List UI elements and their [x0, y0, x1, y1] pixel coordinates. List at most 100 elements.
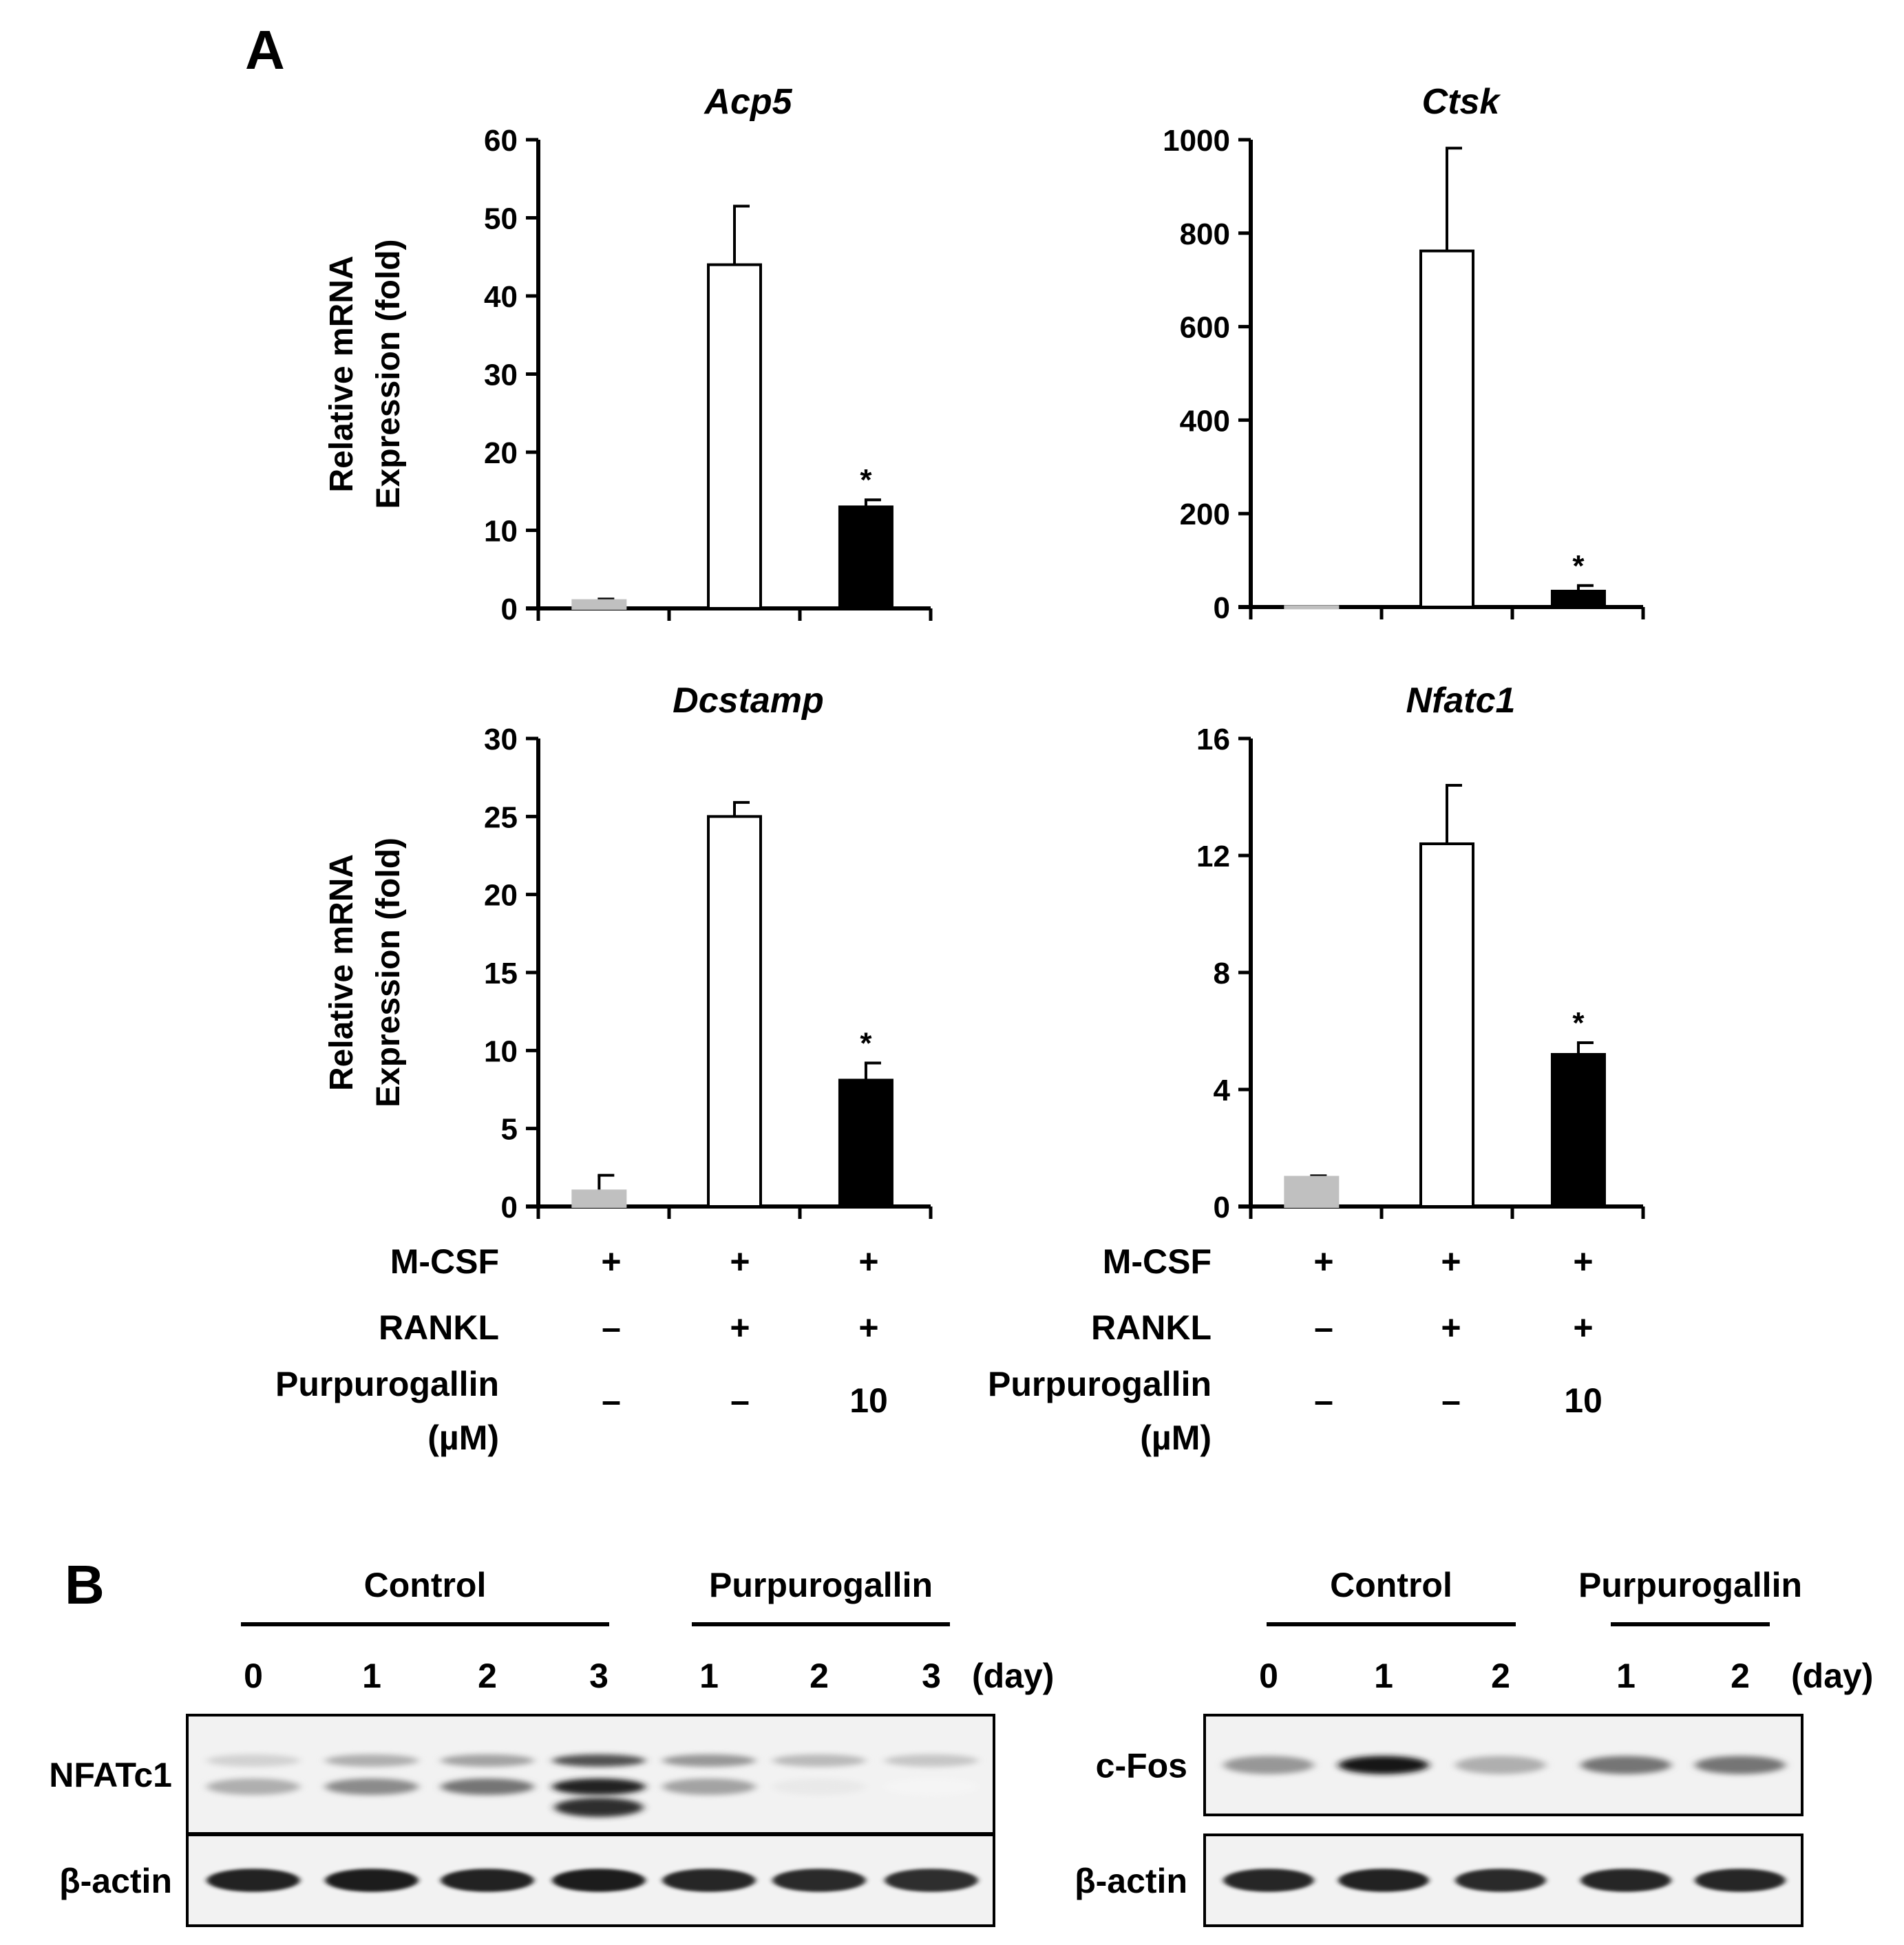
group-label: Purpurogallin: [709, 1566, 933, 1604]
condition-unit: (µM): [1140, 1418, 1212, 1457]
condition-table-1: M-CSF + + + RANKL – + + Purpurogallin (µM) – – 10: [275, 1242, 888, 1457]
chart-title: Acp5: [703, 82, 792, 122]
band: [325, 1869, 419, 1892]
y-tick-label: 15: [484, 957, 518, 990]
band: [885, 1869, 978, 1892]
bar: [1284, 605, 1340, 610]
lane-label: 0: [1259, 1657, 1278, 1695]
y-tick-label: 10: [484, 515, 518, 549]
western-blots: Control Purpurogallin 0 1 2 3 1 2 3 (day) NFATc1 β-…: [49, 1566, 1873, 1927]
lane-label: 1: [1374, 1657, 1393, 1695]
y-tick-label: 10: [484, 1034, 518, 1068]
bar: [1419, 842, 1474, 1208]
y-tick-label: 12: [1196, 840, 1230, 873]
condition-value: +: [601, 1242, 621, 1281]
band: [1455, 1869, 1546, 1892]
condition-table-2: M-CSF + + + RANKL – + + Purpurogallin (µM) – – 10: [988, 1242, 1602, 1457]
lane-label: 2: [810, 1657, 829, 1695]
y-tick-label: 5: [501, 1113, 518, 1147]
chart-3: Dcstamp Relative mRNA Expression (fold) 0 5 1…: [324, 681, 933, 1224]
y-tick-label: 30: [484, 359, 518, 392]
band: [1580, 1756, 1671, 1774]
condition-value: 10: [1564, 1381, 1602, 1420]
band: [662, 1778, 756, 1795]
condition-value: –: [1314, 1308, 1333, 1347]
band: [441, 1778, 534, 1795]
y-tick-label: 0: [501, 1191, 518, 1224]
lane-label: 2: [478, 1657, 497, 1695]
condition-value: 10: [849, 1381, 888, 1420]
y-tick-label: 8: [1214, 957, 1230, 990]
panel-a-letter: A: [245, 19, 285, 81]
condition-value: +: [1313, 1242, 1333, 1281]
lane-label: 1: [1616, 1657, 1636, 1695]
significance-marker: *: [860, 463, 872, 497]
condition-value: –: [730, 1381, 750, 1420]
condition-value: +: [1573, 1308, 1593, 1347]
blot-2: Control Purpurogallin 0 1 2 1 2 (day) c-Fos β-act…: [1075, 1566, 1873, 1927]
lane-label: 3: [922, 1657, 941, 1695]
protein-label: β-actin: [1075, 1862, 1187, 1900]
y-tick-label: 50: [484, 202, 518, 236]
lane-label: 1: [362, 1657, 381, 1695]
lane-label: 2: [1731, 1657, 1750, 1695]
lane-unit: (day): [1791, 1657, 1873, 1695]
band: [207, 1754, 300, 1767]
bar: [1550, 589, 1606, 609]
significance-marker: *: [1572, 1006, 1585, 1040]
bar: [707, 263, 762, 610]
y-tick-label: 0: [1214, 1191, 1230, 1224]
chart-title: Ctsk: [1422, 82, 1502, 122]
band: [772, 1754, 866, 1767]
y-tick-label: 0: [1214, 591, 1230, 625]
condition-label: M-CSF: [390, 1242, 499, 1281]
chart-2: Ctsk 0 200 400 600 800 1000 *: [1163, 82, 1645, 625]
band: [662, 1754, 756, 1767]
chart-title: Dcstamp: [673, 681, 824, 721]
condition-label: RANKL: [1091, 1308, 1212, 1347]
band: [552, 1869, 646, 1892]
bar: [1284, 1176, 1340, 1208]
y-tick-label: 400: [1180, 404, 1230, 438]
y-tick-label: 200: [1180, 498, 1230, 531]
group-label: Purpurogallin: [1578, 1566, 1802, 1604]
lane-unit: (day): [972, 1657, 1054, 1695]
y-axis-label: Relative mRNA Expression (fold): [324, 239, 407, 509]
condition-value: +: [858, 1308, 878, 1347]
condition-label: Purpurogallin: [988, 1365, 1212, 1403]
band: [1223, 1869, 1314, 1892]
band: [1338, 1869, 1429, 1892]
band: [885, 1778, 978, 1795]
band: [772, 1778, 866, 1795]
lane-label: 3: [589, 1657, 609, 1695]
condition-unit: (µM): [427, 1418, 499, 1457]
y-tick-label: 1000: [1163, 124, 1230, 158]
y-tick-label: 20: [484, 436, 518, 470]
band: [1580, 1869, 1671, 1892]
bar: [1419, 249, 1474, 608]
condition-value: –: [602, 1381, 621, 1420]
bar: [1550, 1053, 1606, 1208]
band: [552, 1778, 646, 1795]
protein-label: c-Fos: [1096, 1747, 1187, 1785]
band: [1338, 1756, 1429, 1774]
y-tick-label: 16: [1196, 723, 1230, 756]
bar: [571, 599, 627, 610]
condition-value: –: [602, 1308, 621, 1347]
band: [772, 1869, 866, 1892]
condition-value: –: [1314, 1381, 1333, 1420]
bar: [571, 1189, 627, 1209]
y-tick-label: 20: [484, 879, 518, 913]
condition-value: +: [1573, 1242, 1593, 1281]
y-tick-label: 40: [484, 280, 518, 314]
condition-tables: M-CSF + + +RANKL – + +Purpurogallin(µM)– –10M-C…: [275, 1242, 1602, 1457]
y-tick-label: 600: [1180, 311, 1230, 345]
condition-value: –: [1441, 1381, 1461, 1420]
band: [1695, 1756, 1786, 1774]
band: [325, 1778, 419, 1795]
condition-value: +: [1441, 1242, 1461, 1281]
y-tick-label: 30: [484, 723, 518, 756]
chart-1: Acp5 Relative mRNA Expression (fold) 0 10 20 3…: [324, 82, 933, 626]
band: [552, 1754, 646, 1767]
